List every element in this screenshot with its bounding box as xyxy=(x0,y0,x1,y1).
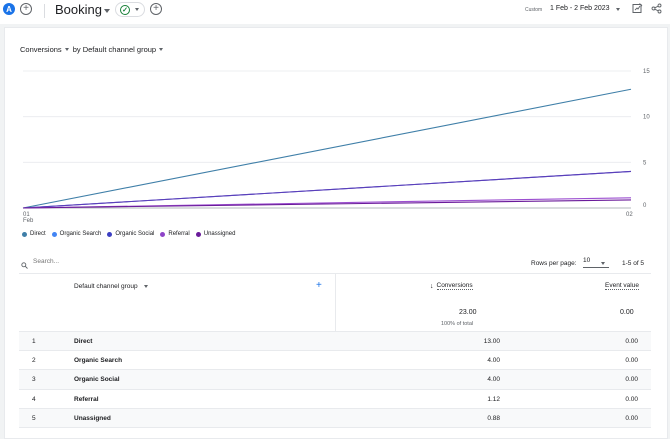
row-channel-name: Organic Search xyxy=(74,357,123,365)
row-conversions: 13.00 xyxy=(483,338,500,345)
conversions-column-label: Conversions xyxy=(436,282,473,290)
data-table: Default channel group + ↓ Conversions Ev… xyxy=(19,274,651,428)
table-header: Default channel group + ↓ Conversions Ev… xyxy=(19,274,651,332)
legend-dot xyxy=(51,231,57,237)
row-rank: 4 xyxy=(32,395,36,403)
row-rank: 2 xyxy=(32,357,36,365)
legend-item[interactable]: Direct xyxy=(22,231,46,237)
report-status-button[interactable]: ✓ xyxy=(115,2,145,17)
row-rank: 5 xyxy=(32,414,36,422)
table-row[interactable]: 5 Unassigned 0.88 0.00 xyxy=(19,408,651,428)
legend-label: Organic Search xyxy=(59,231,102,237)
table-row[interactable]: 1 Direct 13.00 0.00 xyxy=(19,332,651,352)
row-event-value: 0.00 xyxy=(625,338,638,345)
row-channel-name: Referral xyxy=(74,395,99,403)
row-event-value: 0.00 xyxy=(625,376,638,384)
row-event-value: 0.00 xyxy=(625,414,638,422)
legend-item[interactable]: Referral xyxy=(160,231,190,237)
row-rank: 1 xyxy=(32,338,36,345)
row-channel-name: Unassigned xyxy=(74,414,111,422)
add-dimension-button[interactable]: + xyxy=(316,280,322,291)
top-bar: A + Booking ✓ + Custom 1 Feb - 2 Feb 202… xyxy=(0,0,670,24)
y-tick-label: 5 xyxy=(643,160,647,166)
chart-header: Conversions by Default channel group xyxy=(20,45,167,54)
chart-legend: Direct Organic Search Organic Social Referr… xyxy=(22,231,241,237)
chevron-down-icon[interactable] xyxy=(159,48,164,51)
series-line-unassigned[interactable] xyxy=(22,199,632,209)
y-tick-label: 0 xyxy=(643,203,647,209)
table-row[interactable]: 4 Referral 1.12 0.00 xyxy=(19,390,651,409)
table-row[interactable]: 3 Organic Social 4.00 0.00 xyxy=(19,370,651,390)
date-range-picker[interactable]: 1 Feb - 2 Feb 2023 xyxy=(550,5,610,12)
legend-item[interactable]: Unassigned xyxy=(195,231,236,237)
legend-item[interactable]: Organic Social xyxy=(107,231,154,237)
search-icon xyxy=(21,262,28,269)
series-line-direct[interactable] xyxy=(22,88,632,209)
rows-per-page-label: Rows per page: xyxy=(531,260,577,267)
edit-chart-icon[interactable] xyxy=(632,3,643,14)
series-line-organic-social[interactable] xyxy=(22,170,632,209)
row-conversions: 4.00 xyxy=(487,357,500,365)
row-event-value: 0.00 xyxy=(625,395,638,403)
metric-dropdown[interactable]: Conversions xyxy=(20,45,62,54)
dimension-column-label: Default channel group xyxy=(74,283,138,290)
dimension-dropdown[interactable]: by Default channel group xyxy=(72,45,157,54)
check-circle-icon: ✓ xyxy=(120,4,130,15)
dimension-column-header[interactable]: Default channel group xyxy=(74,283,152,290)
y-tick-label: 10 xyxy=(643,115,650,121)
chevron-down-icon[interactable] xyxy=(616,8,620,11)
legend-label: Organic Social xyxy=(115,231,155,237)
date-label: Custom xyxy=(525,7,543,13)
legend-label: Unassigned xyxy=(203,231,236,237)
plus-icon: + xyxy=(23,3,29,14)
legend-label: Direct xyxy=(30,231,46,237)
table-controls: Rows per page: 10 1-5 of 5 xyxy=(19,254,651,274)
plus-icon: + xyxy=(153,3,159,14)
arrow-down-icon: ↓ xyxy=(430,282,434,290)
row-rank: 3 xyxy=(32,376,36,384)
legend-label: Referral xyxy=(168,231,190,237)
chevron-down-icon[interactable] xyxy=(64,48,69,51)
conversions-column-header[interactable]: ↓ Conversions xyxy=(430,282,473,290)
row-event-value: 0.00 xyxy=(625,357,638,365)
add-comparison-button[interactable]: + xyxy=(20,3,32,15)
total-conversions: 23.00 xyxy=(459,309,477,316)
rows-per-page-value: 10 xyxy=(583,257,591,264)
legend-dot xyxy=(195,231,201,237)
legend-dot xyxy=(160,231,166,237)
row-channel-name: Organic Social xyxy=(74,376,120,384)
x-tick-label: 01 Feb xyxy=(23,212,34,224)
chevron-down-icon[interactable] xyxy=(601,262,605,265)
add-filter-button[interactable]: + xyxy=(150,3,162,15)
row-conversions: 0.88 xyxy=(487,414,500,422)
table-row[interactable]: 2 Organic Search 4.00 0.00 xyxy=(19,351,651,371)
plus-icon: + xyxy=(316,280,322,291)
total-conversions-percent: 100% of total xyxy=(441,321,474,327)
legend-dot xyxy=(107,231,113,237)
chevron-down-icon xyxy=(135,8,139,11)
divider xyxy=(44,4,45,18)
x-tick-label: 02 xyxy=(626,212,633,218)
column-divider xyxy=(335,274,336,332)
total-event-value: 0.00 xyxy=(620,309,634,316)
chevron-down-icon xyxy=(143,285,148,288)
search-input[interactable] xyxy=(33,258,233,265)
report-title[interactable]: Booking xyxy=(55,2,102,17)
pagination: 1-5 of 5 xyxy=(622,260,645,267)
rows-per-page-select[interactable]: 10 xyxy=(583,257,609,268)
chevron-down-icon[interactable] xyxy=(104,9,110,13)
row-conversions: 4.00 xyxy=(487,376,500,384)
avatar[interactable]: A xyxy=(3,3,15,15)
legend-item[interactable]: Organic Search xyxy=(51,231,102,237)
share-icon[interactable] xyxy=(651,3,662,14)
legend-dot xyxy=(22,231,27,237)
table-body: 1 Direct 13.00 0.00 2 Organic Search 4.00 0.00 3… xyxy=(19,332,651,428)
row-conversions: 1.12 xyxy=(487,395,500,403)
y-tick-label: 15 xyxy=(643,69,650,75)
event-value-column-header[interactable]: Event value xyxy=(605,282,639,290)
row-channel-name: Direct xyxy=(74,338,93,345)
